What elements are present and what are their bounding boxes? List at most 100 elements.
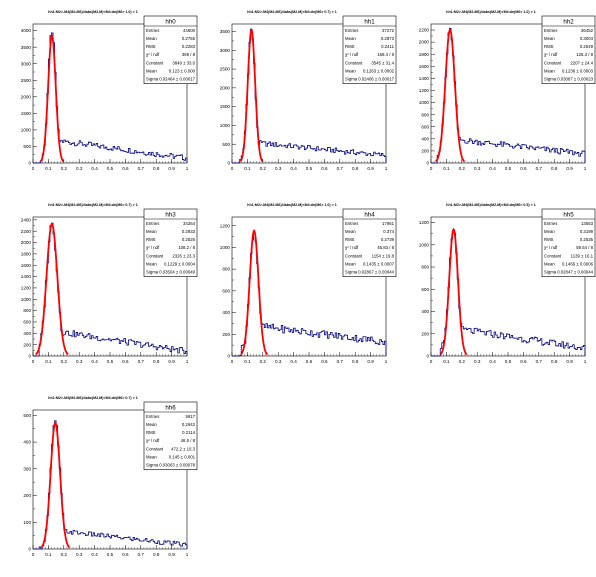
stats-label: χ² / ndf [146,52,160,57]
stats-value: 59.54 / 8 [576,245,593,250]
y-tick-label: 2500 [21,78,32,83]
stats-title: hh2 [563,19,574,26]
stats-label: χ² / ndf [345,245,359,250]
stats-label: χ² / ndf [544,52,558,57]
x-tick-label: 0.5 [306,166,313,171]
x-tick-label: 0.1 [45,359,52,364]
x-tick-label: 0.5 [505,359,512,364]
x-tick-label: 0.3 [275,359,282,364]
plot-title: hh1:M2>-M4(M2-M6)/4abs(M2-M)<M4:dn(M6> 1… [446,10,535,14]
stats-value: 0.2755 [182,36,196,41]
stats-label: Constant [544,253,562,258]
y-tick-label: 1000 [419,242,430,247]
stats-value: 0.1435 ± 0.0007 [363,261,395,266]
y-tick-label: 2000 [21,94,32,99]
stats-value: 2207 ± 24.4 [570,60,593,65]
fit-curve [435,28,465,163]
y-tick-label: 200 [23,493,31,498]
stats-value: 0.1466 ± 0.0006 [562,261,594,266]
y-tick-label: 2000 [419,40,430,45]
y-tick-label: 500 [222,142,230,147]
y-tick-label: 200 [222,332,230,337]
plot-title: hh1:M2>-M4(M2-M6)/4abs(M2-M)<M4:dn(M6> 1… [247,203,336,207]
stats-value: 125.3 / 8 [576,52,593,57]
y-tick-label: 200 [23,342,31,347]
x-tick-label: 0.9 [168,166,175,171]
x-tick-label: 0.3 [474,166,481,171]
stats-value: 0.03063 ± 0.00078 [159,463,195,468]
plot-title: hh1:M2>-M4(M2-M6)/4abs(M2-M)<M4:dn(M6> 0… [48,396,137,400]
stats-label: RMS [146,44,156,49]
x-tick-label: 0.4 [290,359,297,364]
stats-value: 0.2535 [580,237,594,242]
stats-value: 37272 [382,28,395,33]
x-tick-label: 0.2 [61,166,68,171]
x-tick-label: 0.8 [153,359,160,364]
stats-box [541,208,596,277]
stats-label: Mean [544,68,555,73]
stats-value: 46.5 / 8 [181,438,196,443]
stats-value: 0.02464 ± 0.00017 [159,77,195,82]
x-tick-label: 0.6 [122,166,129,171]
y-tick-label: 400 [421,136,429,141]
stats-title: hh1 [364,19,375,26]
stats-value: 45.83 / 8 [377,245,394,250]
x-tick-label: 0.6 [520,359,527,364]
y-tick-label: 500 [23,413,31,418]
y-tick-label: 1400 [419,76,430,81]
stats-label: Entries [146,221,159,226]
stats-label: Sigma [146,463,159,468]
stats-box [342,208,397,277]
x-tick-label: 0.2 [61,552,68,557]
fit-curve [40,421,71,549]
stats-value: 0.02406 ± 0.00017 [358,77,394,82]
x-tick-label: 0.5 [107,166,114,171]
x-tick-label: 0.1 [443,166,450,171]
stats-label: χ² / ndf [146,438,160,443]
y-tick-label: 2500 [220,67,231,72]
stats-label: Mean [544,36,555,41]
y-tick-label: 0 [28,547,31,552]
stats-label: Sigma [345,270,358,275]
stats-label: RMS [146,237,156,242]
stats-value: 36452 [581,28,594,33]
y-tick-label: 800 [421,265,429,270]
y-tick-label: 2400 [21,217,32,222]
fit-curve [35,222,69,356]
x-tick-label: 0.4 [91,552,98,557]
y-tick-label: 3000 [220,48,231,53]
x-tick-label: 0.2 [260,166,267,171]
x-tick-label: 1 [186,166,189,171]
stats-value: 369 / 8 [182,52,196,57]
x-tick-label: 0.3 [474,359,481,364]
y-tick-label: 2200 [21,229,32,234]
y-tick-label: 300 [23,466,31,471]
x-tick-label: 0.6 [122,359,129,364]
stats-label: RMS [146,430,156,435]
stats-value: 0.02847 ± 0.00044 [557,270,593,275]
y-tick-label: 400 [222,310,230,315]
stats-label: χ² / ndf [345,52,359,57]
stats-label: χ² / ndf [544,245,558,250]
stats-value: 13563 [581,221,594,226]
stats-label: Entries [544,221,557,226]
y-tick-label: 1000 [419,100,430,105]
stats-label: Entries [146,28,159,33]
stats-title: hh5 [563,212,574,219]
stats-title: hh0 [165,19,176,26]
stats-box [143,208,198,277]
x-tick-label: 0.7 [138,166,145,171]
y-tick-label: 0 [227,354,230,359]
y-tick-label: 400 [421,309,429,314]
y-tick-label: 1800 [419,52,430,57]
stats-label: Mean [345,68,356,73]
x-tick-label: 0.9 [168,552,175,557]
x-tick-label: 0.5 [306,359,313,364]
plot-title: hh1:M2>-M4(M2-M6)/4abs(M2-M)<M4:dn(M6> 0… [48,203,137,207]
y-tick-label: 4000 [21,28,32,33]
stats-label: Sigma [544,77,557,82]
y-tick-label: 600 [421,124,429,129]
x-tick-label: 0.2 [61,359,68,364]
stats-value: 0.03087 ± 0.00023 [557,77,593,82]
